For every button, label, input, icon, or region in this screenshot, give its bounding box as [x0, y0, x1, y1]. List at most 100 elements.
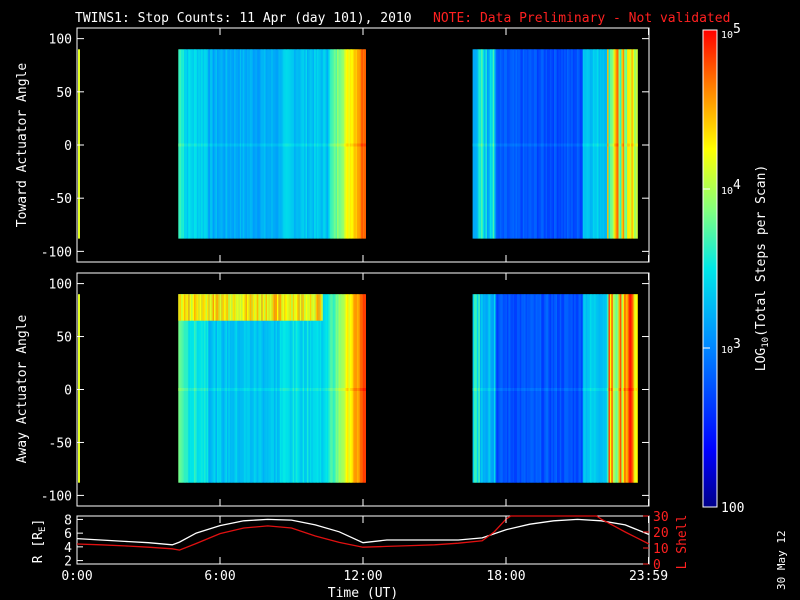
heatmap-zero-band: [208, 143, 211, 147]
heatmap-zero-band: [581, 388, 584, 391]
heatmap-zero-band: [569, 143, 572, 147]
heatmap-zero-band: [272, 143, 275, 147]
heatmap-zero-band: [268, 388, 271, 391]
heatmap-zero-band: [494, 143, 497, 147]
heatmap-high-band: [294, 294, 297, 321]
heatmap-zero-band: [554, 388, 557, 391]
heatmap-high-band: [304, 294, 307, 321]
x-tick-label: 23:59: [629, 569, 668, 584]
heatmap-zero-band: [565, 388, 568, 391]
heatmap-high-band: [245, 294, 248, 321]
orbit-lines: [76, 515, 650, 551]
heatmap-zero-band: [489, 143, 492, 147]
heatmap-zero-band: [317, 143, 320, 147]
heatmap-zero-band: [295, 388, 298, 391]
heatmap-zero-band: [329, 143, 332, 147]
heatmap-zero-band: [635, 143, 638, 147]
heatmap-zero-band: [508, 143, 511, 147]
heatmap-zero-band: [608, 388, 611, 391]
heatmap-zero-band: [274, 388, 277, 391]
heatmap-zero-band: [634, 143, 637, 147]
heatmap-zero-band: [335, 388, 338, 391]
r-tick-label: 4: [64, 541, 72, 556]
heatmap-zero-band: [595, 143, 598, 147]
heatmap-zero-band: [287, 143, 290, 147]
heatmap-zero-band: [602, 388, 605, 391]
heatmap-zero-band: [254, 388, 257, 391]
heatmap-zero-band: [181, 143, 184, 147]
heatmap-zero-band: [302, 143, 305, 147]
heatmap-zero-band: [202, 388, 205, 391]
heatmap-zero-band: [514, 143, 517, 147]
heatmap-high-band: [188, 294, 191, 321]
heatmap-high-band: [309, 294, 312, 321]
heatmap-zero-band: [185, 143, 188, 147]
heatmap-zero-band: [274, 143, 277, 147]
heatmap-zero-band: [315, 388, 318, 391]
heatmap-zero-band: [598, 388, 601, 391]
heatmap-high-band: [212, 294, 215, 321]
heatmap-high-band: [281, 294, 284, 321]
heatmap-zero-band: [618, 143, 621, 147]
heatmap-zero-band: [222, 388, 225, 391]
heatmap-zero-band: [494, 388, 497, 391]
heatmap-zero-band: [265, 388, 268, 391]
heatmap-zero-band: [347, 143, 350, 147]
heatmap-zero-band: [196, 388, 199, 391]
heatmap-high-band: [182, 294, 185, 321]
heatmap-high-band: [205, 294, 208, 321]
heatmap-zero-band: [549, 143, 552, 147]
colorbar-tick-label: 103: [721, 337, 741, 356]
heatmap-zero-band: [489, 388, 492, 391]
heatmap-high-band: [272, 294, 275, 321]
heatmap-zero-band: [637, 143, 638, 147]
heatmap-zero-band: [231, 388, 234, 391]
heatmap-zero-band: [322, 143, 325, 147]
heatmap-zero-band: [577, 143, 580, 147]
heatmap-zero-band: [297, 388, 300, 391]
heatmap-zero-band: [284, 143, 287, 147]
heatmap-high-band: [295, 294, 298, 321]
heatmap-high-band: [202, 294, 205, 321]
heatmap-zero-band: [251, 388, 254, 391]
heatmap-high-band: [224, 294, 227, 321]
heatmap-zero-band: [216, 143, 219, 147]
heatmap-zero-band: [511, 143, 514, 147]
heatmap-high-band: [307, 294, 310, 321]
heatmap-zero-band: [321, 143, 324, 147]
heatmap-zero-band: [631, 388, 634, 391]
heatmap-zero-band: [307, 143, 310, 147]
heatmap-zero-band: [315, 143, 318, 147]
heatmap-zero-band: [184, 388, 187, 391]
heatmap-zero-band: [632, 388, 635, 391]
heatmap-zero-band: [496, 388, 499, 391]
heatmap-zero-band: [192, 388, 195, 391]
heatmap-zero-band: [182, 388, 185, 391]
heatmap-zero-band: [549, 388, 552, 391]
heatmap-zero-band: [299, 143, 302, 147]
heatmap-zero-band: [555, 388, 558, 391]
heatmap-zero-band: [218, 143, 221, 147]
heatmap-high-band: [305, 294, 308, 321]
heatmap-zero-band: [261, 388, 264, 391]
heatmap-zero-band: [364, 388, 366, 391]
heatmap-zero-band: [571, 143, 574, 147]
heatmap-zero-band: [206, 388, 209, 391]
heatmap-zero-band: [595, 388, 598, 391]
heatmap-zero-band: [615, 143, 618, 147]
heatmap-zero-band: [196, 143, 199, 147]
heatmap-zero-band: [622, 143, 625, 147]
heatmap-zero-band: [539, 143, 542, 147]
heatmap-zero-band: [491, 143, 494, 147]
heatmap-zero-band: [535, 388, 538, 391]
heatmap-zero-band: [592, 143, 595, 147]
heatmap-zero-band: [308, 143, 311, 147]
heatmap-zero-band: [485, 388, 488, 391]
l-shell-line: [76, 515, 650, 551]
heatmap-zero-band: [244, 143, 247, 147]
heatmap-zero-band: [352, 388, 355, 391]
heatmap-zero-band: [228, 143, 231, 147]
heatmap-zero-band: [554, 143, 557, 147]
heatmap-zero-band: [312, 143, 315, 147]
heatmap-high-band: [228, 294, 231, 321]
